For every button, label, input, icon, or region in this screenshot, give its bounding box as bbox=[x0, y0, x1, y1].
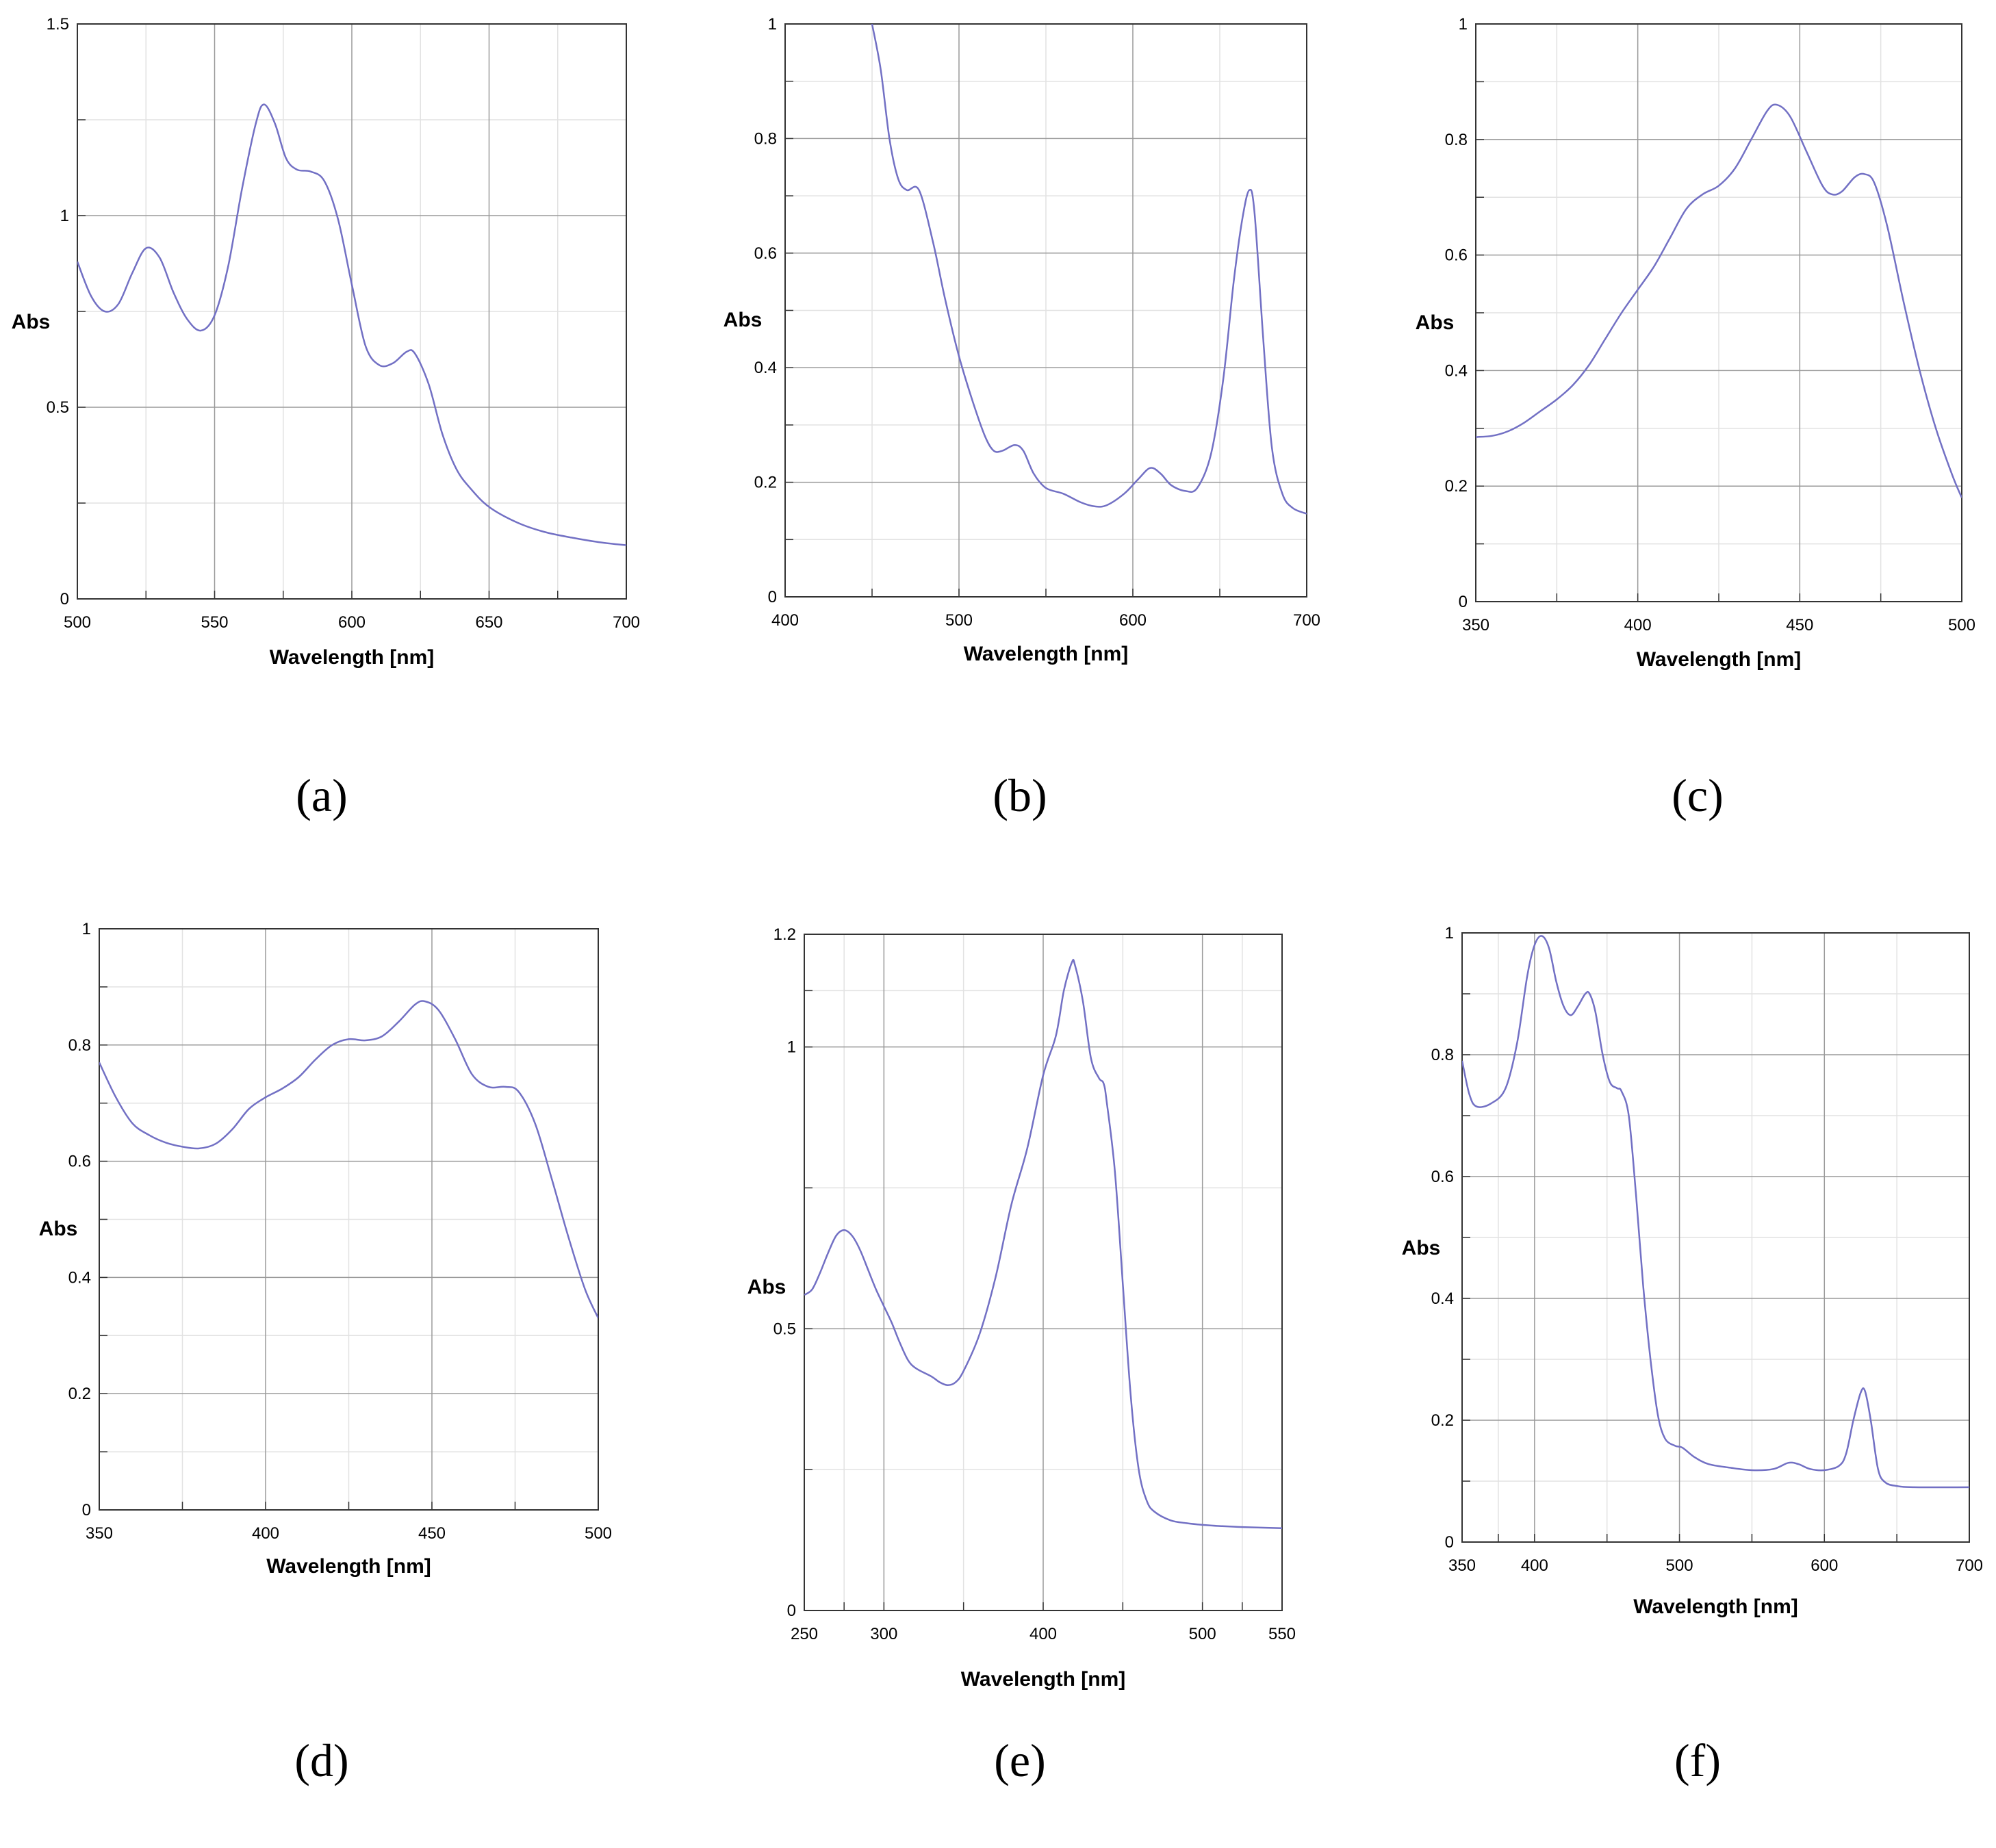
x-tick-label: 650 bbox=[475, 613, 502, 632]
spectrum-line bbox=[77, 103, 626, 546]
y-tick-label: 0 bbox=[787, 1602, 796, 1620]
x-tick-label: 450 bbox=[1786, 616, 1813, 634]
x-axis-title: Wavelength [nm] bbox=[1637, 648, 1802, 671]
x-tick-label: 400 bbox=[252, 1524, 279, 1543]
panel-label: (a) bbox=[296, 769, 347, 821]
y-tick-label: 0.6 bbox=[1431, 1168, 1454, 1186]
x-tick-label: 600 bbox=[1119, 611, 1147, 630]
x-tick-label: 350 bbox=[86, 1524, 113, 1543]
x-tick-label: 500 bbox=[64, 613, 91, 632]
y-tick-label: 0.8 bbox=[68, 1036, 91, 1055]
panel-label: (e) bbox=[994, 1734, 1045, 1786]
plot-frame bbox=[99, 928, 599, 1511]
y-tick-label: 0 bbox=[1445, 1533, 1454, 1552]
x-tick-label: 500 bbox=[1948, 616, 1975, 634]
y-axis-title: Abs bbox=[724, 309, 763, 331]
x-tick-label: 400 bbox=[1029, 1625, 1057, 1643]
chart-panel-a: 500 550 600 650 700 0 0.5 1 1.5 Wavelength [nm] Ab… bbox=[12, 15, 640, 821]
plot-frame bbox=[1461, 932, 1970, 1543]
chart-panel-b: 400 500 600 700 0 0.2 0.4 0.6 0.8 1 Wavelength [nm… bbox=[724, 15, 1320, 821]
y-tick-label: 0.8 bbox=[1445, 131, 1468, 149]
y-tick-label: 0.2 bbox=[68, 1385, 91, 1403]
y-tick-label: 1 bbox=[1459, 15, 1468, 34]
x-tick-label: 250 bbox=[791, 1625, 818, 1643]
y-axis-title: Abs bbox=[12, 311, 51, 333]
x-tick-label: 550 bbox=[1268, 1625, 1296, 1643]
y-tick-label: 0 bbox=[1459, 593, 1468, 611]
panel-label: (c) bbox=[1672, 769, 1723, 821]
x-axis-title: Wavelength [nm] bbox=[961, 1668, 1126, 1691]
x-tick-label: 700 bbox=[613, 613, 640, 632]
y-tick-label: 0.8 bbox=[754, 129, 777, 148]
y-tick-label: 1.5 bbox=[47, 15, 69, 34]
panel-label: (d) bbox=[294, 1734, 348, 1786]
x-tick-label: 600 bbox=[1811, 1556, 1838, 1575]
x-tick-label: 400 bbox=[771, 611, 799, 630]
y-tick-label: 1 bbox=[768, 15, 777, 34]
panel-label: (b) bbox=[993, 769, 1047, 821]
y-tick-label: 0.6 bbox=[1445, 246, 1468, 265]
plot-frame bbox=[1475, 23, 1962, 602]
chart-panel-d: 350 400 450 500 0 0.2 0.4 0.6 0.8 1 Wavelength [nm… bbox=[39, 920, 612, 1786]
y-tick-label: 0 bbox=[82, 1501, 91, 1519]
y-tick-label: 0.4 bbox=[1445, 361, 1468, 380]
spectrum-line bbox=[99, 1000, 598, 1319]
plot-frame bbox=[804, 934, 1283, 1611]
y-axis-title: Abs bbox=[39, 1218, 78, 1240]
spectrum-line bbox=[871, 24, 1307, 515]
y-tick-label: 1.2 bbox=[773, 925, 796, 944]
x-tick-label: 550 bbox=[201, 613, 228, 632]
chart-panel-f: 350 400 500 600 700 0 0.2 0.4 0.6 0.8 1 Wavelength … bbox=[1402, 924, 1983, 1786]
y-tick-label: 0 bbox=[60, 590, 69, 608]
panel-label: (f) bbox=[1674, 1734, 1721, 1786]
y-tick-label: 0.4 bbox=[68, 1268, 91, 1287]
x-tick-label: 450 bbox=[418, 1524, 446, 1543]
chart-panel-e: 250 300 400 500 550 0 0.5 1 1.2 Wavelength [nm] Ab… bbox=[747, 925, 1296, 1786]
y-tick-label: 0.2 bbox=[1431, 1411, 1454, 1430]
y-tick-label: 0.6 bbox=[68, 1153, 91, 1171]
x-axis-title: Wavelength [nm] bbox=[1633, 1595, 1798, 1618]
x-tick-label: 500 bbox=[1189, 1625, 1216, 1643]
y-axis-title: Abs bbox=[747, 1276, 786, 1298]
y-tick-label: 0 bbox=[768, 588, 777, 606]
spectrum-line bbox=[804, 958, 1282, 1530]
y-tick-label: 0.4 bbox=[754, 359, 777, 377]
chart-panel-c: 350 400 450 500 0 0.2 0.4 0.6 0.8 1 Wavelength [nm… bbox=[1416, 15, 1975, 821]
x-tick-label: 350 bbox=[1462, 616, 1489, 634]
x-tick-label: 700 bbox=[1293, 611, 1320, 630]
y-tick-label: 0.8 bbox=[1431, 1046, 1454, 1064]
y-tick-label: 1 bbox=[60, 207, 69, 225]
y-tick-label: 0.5 bbox=[47, 398, 69, 417]
y-tick-label: 1 bbox=[787, 1038, 796, 1057]
plot-frame bbox=[77, 23, 627, 600]
x-tick-label: 600 bbox=[338, 613, 366, 632]
x-tick-label: 500 bbox=[945, 611, 973, 630]
x-tick-label: 400 bbox=[1624, 616, 1652, 634]
x-tick-label: 500 bbox=[585, 1524, 612, 1543]
y-tick-label: 1 bbox=[82, 920, 91, 938]
x-tick-label: 300 bbox=[870, 1625, 897, 1643]
x-axis-title: Wavelength [nm] bbox=[964, 643, 1129, 665]
x-axis-title: Wavelength [nm] bbox=[270, 646, 435, 669]
x-tick-label: 700 bbox=[1956, 1556, 1983, 1575]
y-tick-label: 0.6 bbox=[754, 244, 777, 263]
x-tick-label: 350 bbox=[1448, 1556, 1476, 1575]
x-tick-label: 500 bbox=[1666, 1556, 1693, 1575]
plot-frame bbox=[784, 23, 1307, 598]
x-tick-label: 400 bbox=[1521, 1556, 1548, 1575]
x-axis-title: Wavelength [nm] bbox=[266, 1555, 431, 1578]
y-axis-title: Abs bbox=[1416, 311, 1455, 334]
y-tick-label: 0.2 bbox=[1445, 477, 1468, 496]
y-tick-label: 1 bbox=[1445, 924, 1454, 942]
spectrum-line bbox=[1476, 103, 1962, 498]
y-tick-label: 0.4 bbox=[1431, 1289, 1454, 1308]
y-tick-label: 0.5 bbox=[773, 1320, 796, 1338]
spectrum-line bbox=[1462, 935, 1969, 1489]
y-axis-title: Abs bbox=[1402, 1237, 1441, 1259]
y-tick-label: 0.2 bbox=[754, 474, 777, 492]
